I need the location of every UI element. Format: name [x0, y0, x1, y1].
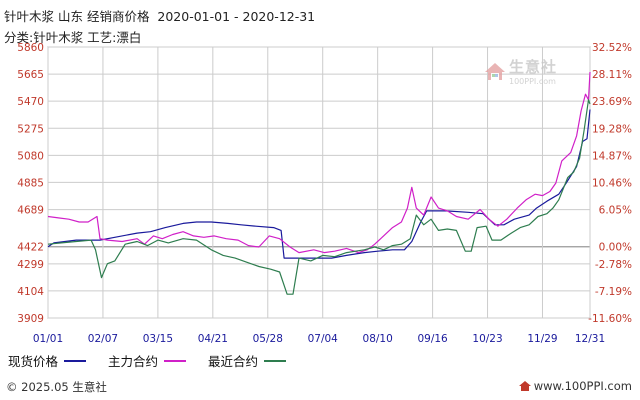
series-line-0 [47, 109, 591, 259]
y-right-tick-label: 32.52% [592, 42, 632, 54]
y-left-tick-label: 4422 [17, 242, 44, 254]
legend-swatch-main-contract [164, 359, 187, 362]
y-left-tick-label: 5275 [17, 123, 44, 135]
y-left-tick-label: 5080 [17, 150, 44, 162]
y-right-tick-label: 14.87% [592, 150, 632, 162]
y-right-tick-label: -11.60% [588, 313, 632, 325]
house-small-icon [518, 381, 531, 391]
y-left-tick-label: 3909 [17, 313, 44, 325]
y-left-tick-label: 4104 [17, 286, 44, 298]
x-tick-label: 08/10 [363, 333, 393, 345]
y-left-tick-label: 4689 [17, 205, 44, 217]
y-right-tick-label: 19.28% [592, 123, 632, 135]
y-right-tick-label: 28.11% [592, 69, 632, 81]
x-tick-label: 12/31 [575, 333, 605, 345]
legend-swatch-nearest-contract [264, 359, 287, 362]
x-tick-label: 05/28 [253, 333, 283, 345]
y-right-tick-label: 0.00% [599, 242, 632, 254]
y-right-tick-label: -7.19% [595, 286, 632, 298]
watermark-cn: 生意社 [509, 58, 558, 76]
x-tick-label: 04/21 [198, 333, 228, 345]
y-left-tick-label: 4885 [17, 177, 44, 189]
legend-swatch-spot [64, 359, 87, 362]
site-url: www.100PPI.com [533, 379, 632, 393]
x-tick-label: 02/07 [88, 333, 118, 345]
legend-label-spot: 现货价格 [8, 354, 59, 369]
y-left-tick-label: 5470 [17, 96, 44, 108]
series-line-2 [47, 99, 591, 295]
x-tick-label: 09/16 [417, 333, 448, 345]
x-tick-label: 07/04 [308, 333, 339, 345]
y-left-tick-label: 4299 [17, 259, 44, 271]
y-right-tick-label: 10.46% [592, 177, 632, 189]
legend-label-main-contract: 主力合约 [108, 354, 159, 369]
legend-label-nearest-contract: 最近合约 [208, 354, 259, 369]
legend-item-nearest-contract: 最近合约 [208, 351, 287, 370]
chart-subtitle: 分类:针叶木浆 工艺:漂白 [4, 30, 142, 45]
y-right-tick-label: -2.78% [595, 259, 632, 271]
watermark-en: 100PPI.com [509, 77, 556, 86]
house-logo-icon [485, 63, 505, 80]
x-tick-label: 03/15 [143, 333, 173, 345]
y-left-tick-label: 5665 [17, 69, 44, 81]
y-right-tick-label: 23.69% [592, 96, 632, 108]
chart-legend: 现货价格 主力合约 最近合约 [8, 351, 308, 370]
price-chart: 5860 32.52% 5665 28.11% 5470 23.69% 5275 19.28%… [17, 42, 632, 345]
x-tick-label: 10/23 [472, 333, 502, 345]
site-link[interactable]: www.100PPI.com [518, 379, 632, 393]
series-line-1 [47, 71, 591, 254]
legend-item-spot: 现货价格 [8, 351, 87, 370]
watermark: 生意社 100PPI.com [484, 56, 557, 86]
legend-item-main-contract: 主力合约 [108, 351, 187, 370]
x-tick-label: 01/01 [33, 333, 63, 345]
chart-title: 针叶木浆 山东 经销商价格 2020-01-01 - 2020-12-31 [4, 9, 316, 24]
copyright-text: © 2025.05 生意社 [6, 380, 107, 394]
y-right-tick-label: 6.05% [599, 205, 632, 217]
x-tick-label: 11/29 [527, 333, 557, 345]
y-left-tick-label: 5860 [17, 42, 44, 54]
